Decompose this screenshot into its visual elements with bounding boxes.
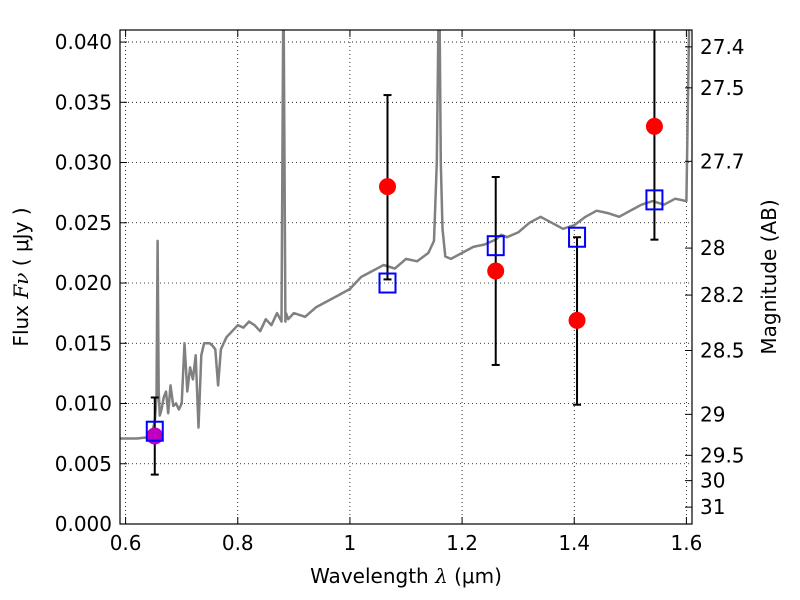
x-tick-label: 1	[344, 531, 357, 555]
y-tick-label: 0.025	[55, 211, 112, 235]
y-tick-label: 0.005	[55, 452, 112, 476]
y2-tick-label: 28	[700, 236, 725, 260]
model-photometry-square	[145, 420, 164, 442]
x-tick-label: 1.2	[446, 531, 478, 555]
y-tick-label: 0.035	[55, 90, 112, 114]
x-tick-label: 1.6	[670, 531, 702, 555]
y-tick-label: 0.015	[55, 331, 112, 355]
model-photometry-layer	[145, 189, 664, 442]
observed-point	[645, 117, 663, 135]
x-axis-ticks: 0.6 0.8 1 1.2 1.4 1.6	[110, 30, 702, 555]
model-spectrum-line	[120, 30, 691, 440]
y2-tick-label: 27.7	[700, 149, 745, 173]
y2-tick-label: 28.5	[700, 338, 745, 362]
model-photometry-square	[568, 226, 587, 248]
model-photometry-square	[645, 189, 664, 211]
y-tick-label: 0.020	[55, 271, 112, 295]
model-photometry-square	[378, 272, 397, 294]
y-tick-label: 0.010	[55, 392, 112, 416]
y2-tick-label: 29	[700, 402, 725, 426]
y2-axis-label: Magnitude (AB)	[757, 199, 781, 354]
x-axis-label: Wavelength λ (μm)	[310, 564, 502, 588]
y-tick-label: 0.000	[55, 512, 112, 536]
observed-point	[378, 178, 396, 196]
y2-tick-label: 28.2	[700, 283, 745, 307]
y2-tick-label: 30	[700, 469, 725, 493]
y2-tick-label: 27.5	[700, 76, 745, 100]
x-tick-label: 0.6	[110, 531, 142, 555]
y-tick-label: 0.040	[55, 30, 112, 54]
y2-tick-label: 27.4	[700, 35, 745, 59]
y-axis-label: Flux Fν ( μJy )	[9, 207, 33, 346]
model-spectrum-layer	[120, 30, 691, 440]
y-tick-label: 0.030	[55, 151, 112, 175]
x-tick-label: 1.4	[558, 531, 590, 555]
observed-point	[487, 262, 505, 280]
y2-tick-label: 29.5	[700, 443, 745, 467]
y2-tick-label: 31	[700, 495, 725, 519]
plot-frame	[119, 29, 693, 525]
observed-point	[568, 311, 586, 329]
model-photometry-square	[486, 235, 505, 257]
y-axis-ticks: 0.000 0.005 0.010 0.015 0.020 0.025 0.030 0.035…	[55, 30, 127, 536]
x-tick-label: 0.8	[222, 531, 254, 555]
